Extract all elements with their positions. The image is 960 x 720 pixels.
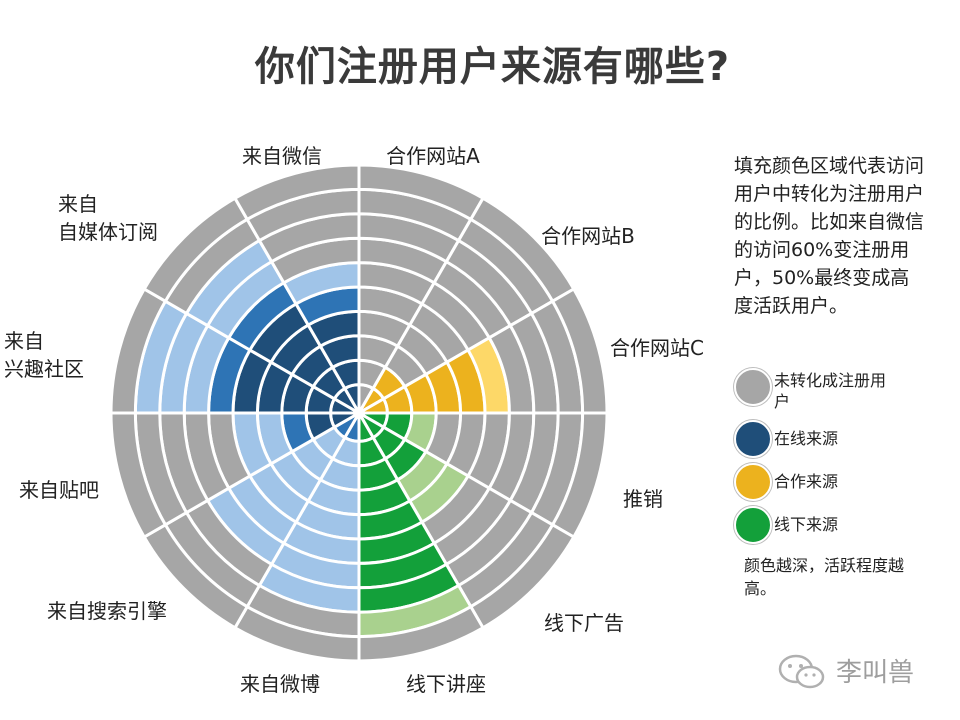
watermark-text: 李叫兽 [836,658,915,688]
sector-label: 线下讲座 [406,672,486,696]
chart-cell [232,163,361,222]
sector-label: 合作网站B [541,224,635,248]
chart-description: 填充颜色区域代表访问用户中转化为注册用户的比例。比如来自微信的访问60%变注册用… [734,155,925,317]
sector-label: 推销 [623,487,663,511]
legend-swatch-partner [734,463,772,501]
legend-label: 未转化成注册用户 [774,371,887,411]
sector-12 [232,163,361,412]
legend-label: 在线来源 [774,429,839,448]
sector-4 [360,411,609,540]
sector-label: 来自贴吧 [19,478,99,502]
sector-label: 来自微博 [240,672,320,696]
sector-label: 线下广告 [544,611,624,635]
legend-swatch-offline [734,506,772,544]
watermark: 李叫兽 [778,650,948,694]
legend-note: 颜色越深，活跃程度越高。 [744,556,905,598]
sector-label: 来自微信 [242,144,322,168]
legend-swatch-online [734,420,772,458]
legend-label: 合作来源 [774,472,839,491]
sector-label: 合作网站C [610,336,704,360]
sector-label: 合作网站A [386,144,480,168]
sector-3 [360,286,609,415]
legend-swatch-unconverted [734,368,772,406]
sector-label: 来自自媒体订阅 [58,192,158,244]
sector-label: 来自搜索引擎 [47,599,167,623]
sector-label: 来自兴趣社区 [4,329,84,381]
chart-title: 你们注册用户来源有哪些? [254,44,731,90]
wechat-icon [778,654,825,689]
legend-label: 线下来源 [774,515,839,534]
